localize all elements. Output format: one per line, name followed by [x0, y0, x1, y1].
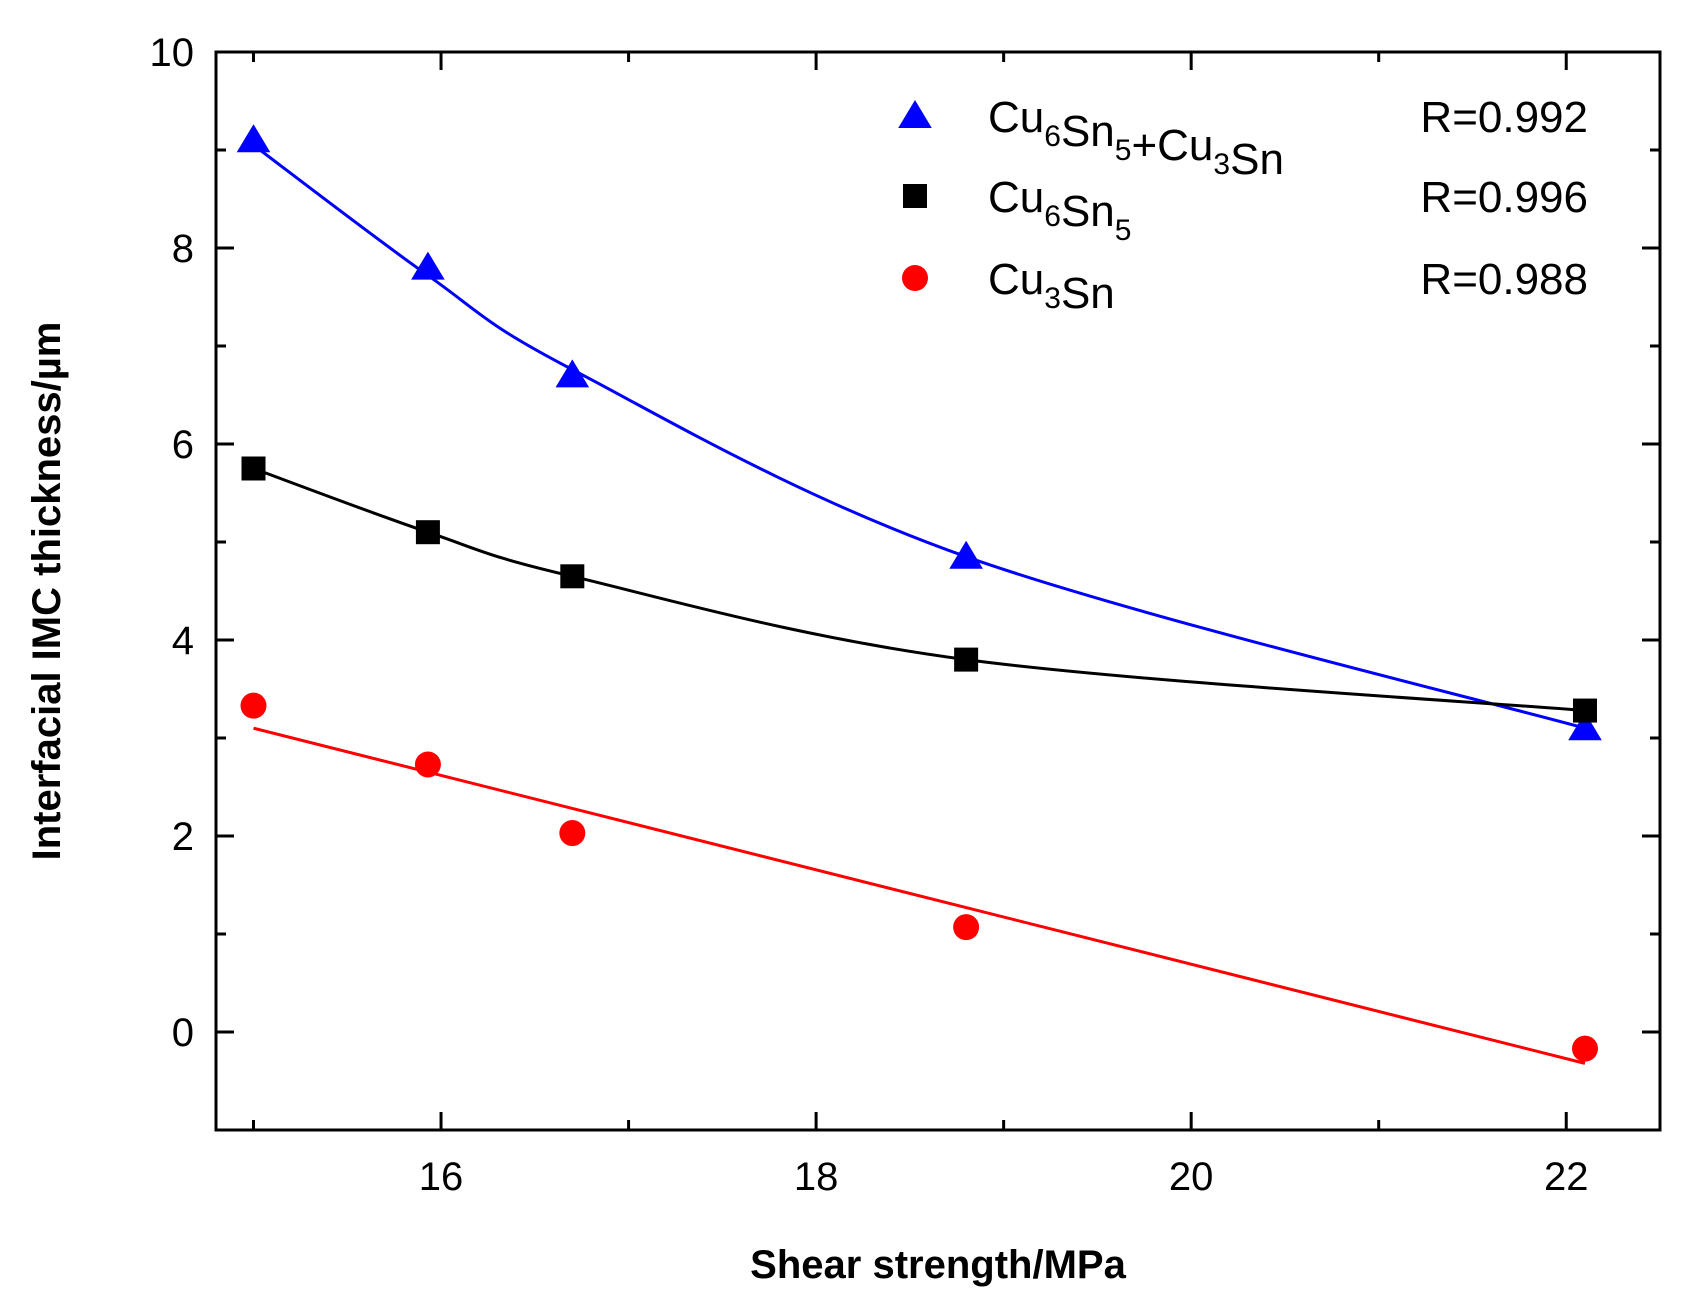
x-tick-label: 18 — [794, 1155, 839, 1199]
legend-r-value-1: R=0.996 — [1420, 173, 1588, 222]
y-tick-label: 6 — [172, 423, 194, 467]
data-point-series-1 — [241, 456, 266, 481]
data-point-series-1 — [560, 564, 585, 589]
data-point-series-0 — [555, 359, 590, 388]
data-point-series-1 — [954, 647, 979, 672]
plot-frame — [214, 50, 1662, 1132]
data-point-series-0 — [236, 124, 271, 153]
x-axis-title: Shear strength/MPa — [750, 1243, 1126, 1287]
data-point-series-0 — [1568, 712, 1602, 741]
data-point-series-2 — [414, 751, 441, 778]
x-tick-label: 22 — [1544, 1155, 1589, 1199]
legend-marker-0 — [898, 100, 932, 128]
data-point-series-0 — [411, 251, 445, 280]
legend-label-0: Cu6Sn5+Cu3Sn — [988, 93, 1284, 184]
data-point-series-2 — [953, 914, 980, 941]
x-tick-label: 16 — [419, 1155, 464, 1199]
data-point-series-2 — [559, 820, 586, 847]
legend-marker-1 — [903, 184, 927, 208]
fit-line-series-2 — [253, 726, 1586, 1065]
data-point-series-2 — [1571, 1035, 1598, 1062]
legend-r-value-0: R=0.992 — [1420, 93, 1588, 142]
data-point-series-0 — [949, 540, 983, 569]
legend-marker-2 — [902, 265, 928, 291]
fit-line-series-1 — [252, 467, 1586, 713]
y-tick-label: 2 — [172, 815, 194, 859]
legend-label-2: Cu3Sn — [988, 255, 1115, 318]
legend: Cu6Sn5+Cu3Sn R=0.992 Cu6Sn5 R=0.996 Cu3Sn R=0… — [898, 93, 1588, 318]
y-tick-label: 10 — [150, 31, 195, 75]
data-point-series-2 — [240, 692, 267, 719]
y-tick-label: 8 — [172, 227, 194, 271]
y-axis-title: Interfacial IMC thickness/µm — [25, 322, 69, 861]
data-point-series-1 — [415, 520, 440, 545]
y-tick-label: 0 — [172, 1011, 194, 1055]
legend-label-1: Cu6Sn5 — [988, 173, 1131, 247]
y-tick-label: 4 — [172, 619, 194, 663]
data-point-series-1 — [1572, 698, 1597, 723]
fit-line-series-0 — [252, 143, 1586, 730]
x-tick-label: 20 — [1169, 1155, 1214, 1199]
legend-r-value-2: R=0.988 — [1420, 255, 1588, 304]
